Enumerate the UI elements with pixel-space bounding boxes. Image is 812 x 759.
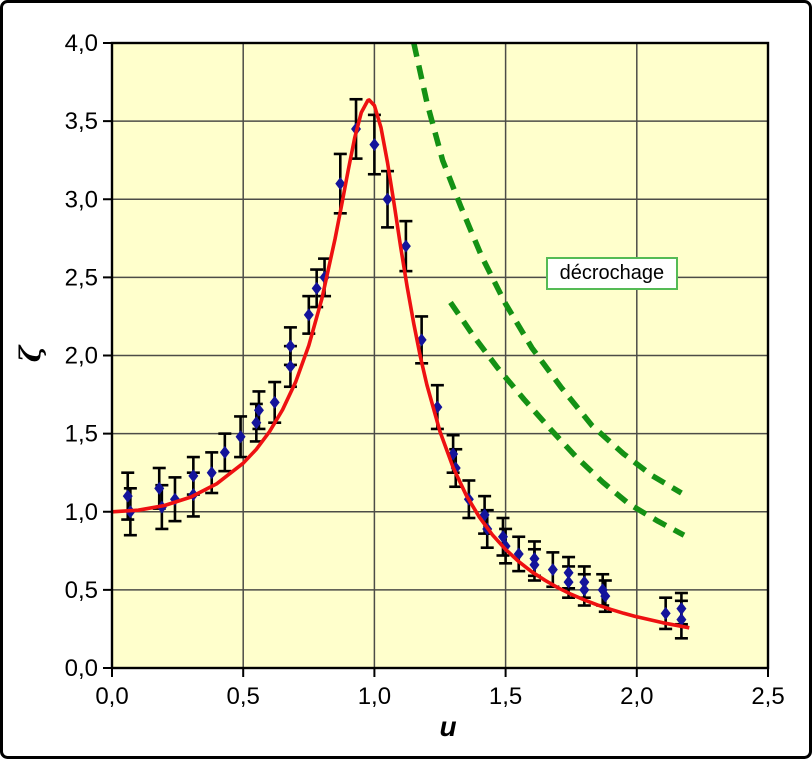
data-point-diamond <box>251 416 262 430</box>
y-tick-label: 0,0 <box>65 655 98 682</box>
data-point-diamond <box>579 575 590 589</box>
data-point-diamond <box>219 445 230 459</box>
data-point-diamond <box>188 469 199 483</box>
data-point-diamond <box>122 489 133 503</box>
data-point-diamond <box>285 359 296 373</box>
y-tick-label: 3,0 <box>65 186 98 213</box>
data-point-diamond <box>400 239 411 253</box>
decrochage-lower-curve <box>448 300 686 538</box>
data-point-diamond <box>206 466 217 480</box>
data-point-diamond <box>382 192 393 206</box>
data-point-diamond <box>600 589 611 603</box>
decrochage-upper-curve <box>411 42 683 496</box>
data-point-diamond <box>269 395 280 409</box>
data-point-diamond <box>660 606 671 620</box>
data-point-diamond <box>285 339 296 353</box>
data-point-diamond <box>563 566 574 580</box>
y-tick-label: 2,5 <box>65 264 98 291</box>
data-point-diamond <box>563 575 574 589</box>
y-axis-title: ζ <box>14 345 47 363</box>
x-tick-label: 0,0 <box>95 683 128 710</box>
data-point-diamond <box>311 281 322 295</box>
data-point-diamond <box>253 403 264 417</box>
y-tick-label: 4,0 <box>65 30 98 57</box>
data-point-diamond <box>547 563 558 577</box>
data-point-diamond <box>154 481 165 495</box>
data-point-diamond <box>335 177 346 191</box>
data-point-diamond <box>235 430 246 444</box>
y-tick-label: 1,5 <box>65 421 98 448</box>
x-tick-label: 2,5 <box>751 683 784 710</box>
x-tick-label: 2,0 <box>620 683 653 710</box>
decrochage-label: décrochage <box>545 256 679 290</box>
x-tick-label: 1,5 <box>489 683 522 710</box>
y-tick-label: 3,5 <box>65 108 98 135</box>
data-point-diamond <box>529 558 540 572</box>
resonance-fit-curve <box>111 98 690 630</box>
data-point-diamond <box>303 308 314 322</box>
data-point-diamond <box>676 602 687 616</box>
x-axis-title: u <box>439 711 457 742</box>
x-tick-label: 1,0 <box>358 683 391 710</box>
y-tick-label: 0,5 <box>65 577 98 604</box>
y-tick-label: 2,0 <box>65 343 98 370</box>
y-tick-label: 1,0 <box>65 499 98 526</box>
data-point-diamond <box>369 138 380 152</box>
x-tick-label: 0,5 <box>227 683 260 710</box>
data-point-diamond <box>579 583 590 597</box>
data-point-diamond <box>676 613 687 627</box>
